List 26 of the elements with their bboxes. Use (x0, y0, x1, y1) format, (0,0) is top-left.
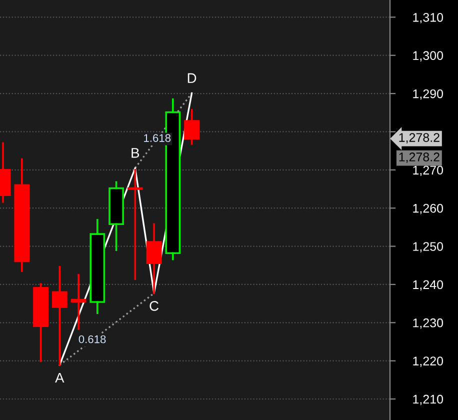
candlestick (52, 266, 68, 366)
annotation: A (55, 372, 64, 382)
candlestick (108, 181, 124, 251)
candlestick (90, 219, 106, 314)
annotation: 1.618 (144, 134, 171, 142)
y-tick-label: 1,250 (413, 242, 444, 252)
candlestick (33, 283, 48, 362)
text: 1,278.2 (399, 133, 440, 144)
y-tick-label: 1,260 (413, 204, 444, 214)
y-tick-label: 1,300 (413, 51, 444, 62)
annotation: C (150, 301, 159, 311)
y-tick-label: 1,210 (413, 394, 444, 406)
annotation: D (188, 73, 196, 83)
text: 1,278.2 (399, 152, 440, 163)
candlestick (127, 169, 143, 280)
candlestick (184, 109, 200, 145)
y-tick-label: 1,240 (413, 280, 444, 291)
candlestick (14, 158, 30, 272)
y-tick-label: 1,220 (413, 356, 444, 367)
candlestick (146, 223, 162, 294)
y-tick-label: 1,230 (413, 318, 444, 329)
annotation: 0.618 (78, 335, 106, 344)
y-tick-label: 1,290 (413, 89, 444, 100)
annotation: B (132, 148, 140, 158)
y-tick-label: 1,270 (413, 166, 444, 176)
y-tick-label: 1,310 (413, 12, 444, 24)
